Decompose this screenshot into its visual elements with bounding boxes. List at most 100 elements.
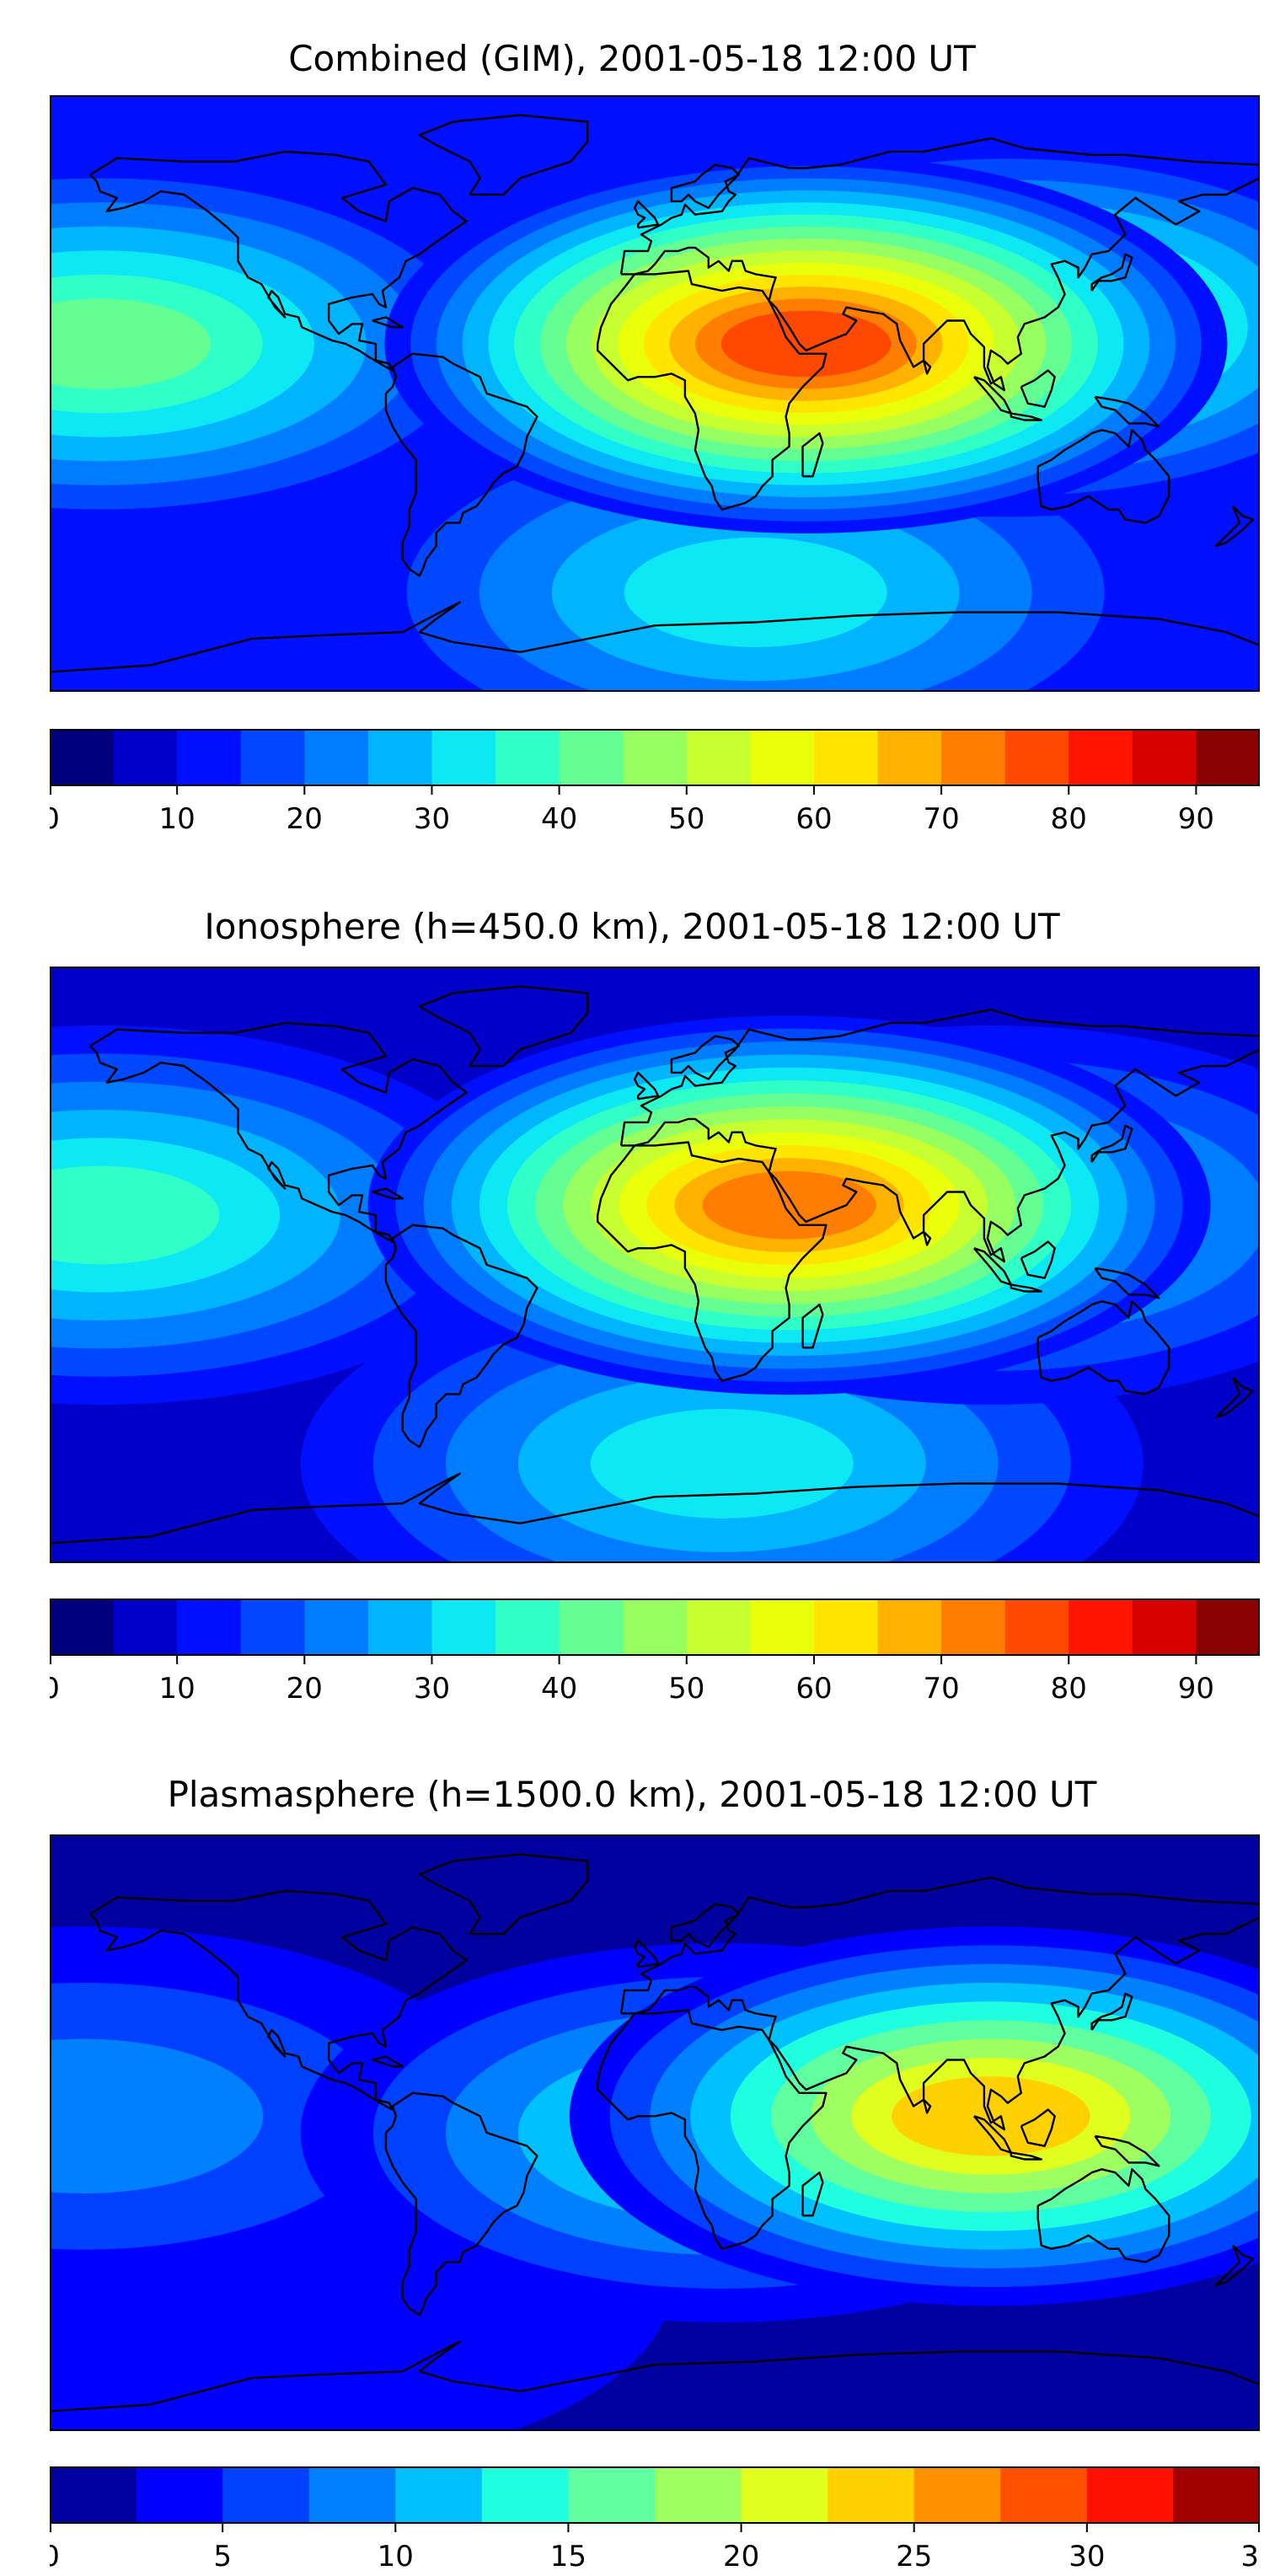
coastline [922,359,932,375]
colorbar-segment [240,1599,305,1656]
coastline [418,985,589,1068]
colorbar-tick-label: 5 [213,2540,232,2573]
colorbar-frame [50,1599,1260,1656]
colorbar-segment [495,1599,560,1656]
colorbar-segment [304,729,369,786]
contour-band [50,2038,264,2193]
colorbar-segment [877,1599,942,1656]
colorbar-segment [913,2466,1001,2524]
colorbar-segment [1132,729,1197,786]
coastline [633,200,660,229]
map-frame [50,1834,1260,2431]
coastline [597,1141,827,1382]
coastline [922,1230,932,1246]
colorbar-tick-label: 80 [1051,802,1087,830]
colorbar-segment [559,729,624,786]
colorbar-segment [395,2466,483,2524]
colorbar-segment [741,2466,828,2524]
colorbar-segment [50,1599,115,1656]
colorbar-segment [431,729,496,786]
coastline [384,1224,538,1449]
coastline [1036,2168,1170,2263]
colorbar-tick-label: 60 [795,802,832,830]
contour-band [50,1165,220,1265]
coastline [89,150,468,372]
colorbar-segment [1196,1599,1260,1656]
coastline [1094,395,1160,428]
colorbar-segment [568,2466,656,2524]
colorbar: 0 10 20 30 40 50 60 70 80 90 [50,1599,1260,1700]
contour-band [624,538,887,647]
coastline [619,137,1260,392]
colorbar-segment [431,1599,496,1656]
colorbar-segment [308,2466,396,2524]
coastline [1090,1992,1133,2031]
coastline [1214,1376,1255,1419]
colorbar-tick-label: 80 [1051,1672,1087,1700]
coastline [89,1889,468,2111]
coastline [50,2340,1260,2413]
coastline [1036,1300,1170,1395]
colorbar-tick-label: 90 [1178,802,1214,830]
colorbar-tick-label: 20 [723,2540,759,2573]
colorbar-segment [113,729,178,786]
coastline [1020,369,1056,408]
coastline [89,1021,468,1243]
colorbar-tick-label: 40 [541,802,577,830]
coastline [972,1247,1012,1286]
chart-title: Combined (GIM), 2001-05-18 12:00 UT [288,38,976,79]
colorbar-segment [113,1599,178,1656]
colorbar-segment [813,1599,879,1656]
colorbar-segment [222,2466,310,2524]
coastline [597,270,827,511]
coastline [801,1304,824,1349]
colorbar-segment [367,1599,433,1656]
colorbar-tick-label: 0 [50,1672,60,1700]
colorbar: 0 5 10 15 20 25 30 35 [50,2466,1260,2573]
colorbar-segment [481,2466,570,2524]
colorbar-segment [177,729,242,786]
colorbar-segment [1000,2466,1088,2524]
colorbar-segment [1086,2466,1175,2524]
coastline [372,316,404,329]
colorbar-segment [559,1599,624,1656]
coastline [1214,505,1255,548]
coastline [1094,2134,1160,2167]
coastline [1010,2151,1042,2161]
colorbar-segment [304,1599,369,1656]
coastline [1094,1267,1160,1299]
contour-band [50,298,212,389]
coastline [1090,253,1133,292]
colorbar-segment [623,729,688,786]
colorbar-segment [50,729,115,786]
coastline [619,1876,1260,2131]
colorbar-segment [136,2466,223,2524]
colorbar-segment [686,729,751,786]
colorbar-tick-label: 20 [287,802,323,830]
coastline [1020,1240,1056,1279]
coastline [50,601,1260,673]
colorbar-tick-label: 0 [50,2540,60,2573]
contour-band [702,1170,876,1240]
map-frame [50,95,1260,692]
colorbar-segment [686,1599,751,1656]
colorbar-tick-label: 70 [923,1672,959,1700]
coastline [633,1939,660,1968]
colorbar-segment [240,729,305,786]
colorbar-tick-label: 60 [795,1672,832,1700]
coastline [1090,1124,1133,1163]
colorbar: 0 10 20 30 40 50 60 70 80 90 [50,729,1260,830]
colorbar-segment [655,2466,742,2524]
colorbar-segment [750,1599,815,1656]
coastline [597,2009,827,2250]
coastline [384,2091,538,2316]
tec-map [50,967,1260,1563]
contour-band [720,310,892,378]
colorbar-tick-label: 25 [896,2540,932,2573]
colorbar-frame [50,2466,1260,2524]
coastline [50,1472,1260,1545]
colorbar-tick-label: 10 [378,2540,414,2573]
chart-title: Ionosphere (h=450.0 km), 2001-05-18 12:0… [204,906,1060,947]
coastline [1010,1283,1042,1293]
coastline [372,2055,404,2068]
